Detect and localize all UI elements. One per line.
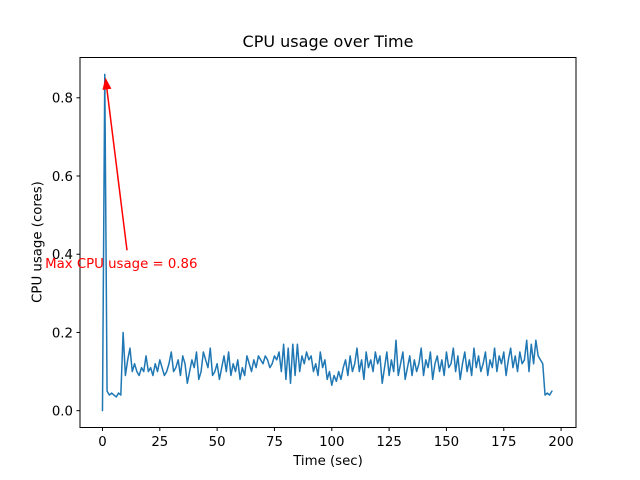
max-annotation-text: Max CPU usage = 0.86 (45, 256, 198, 272)
y-tick-label: 0.4 (52, 248, 73, 263)
cpu-usage-line (101, 73, 553, 412)
x-tick-label: 0 (98, 435, 106, 450)
y-tick-label: 0.0 (52, 404, 73, 419)
x-tick-label: 25 (151, 435, 168, 450)
x-axis-label: Time (sec) (293, 454, 363, 469)
y-axis-label: CPU usage (cores) (30, 181, 46, 303)
y-tick-label: 0.6 (52, 170, 73, 185)
annotation-arrow-head (102, 77, 112, 90)
x-tick-label: 75 (266, 435, 283, 450)
x-tick-label: 50 (209, 435, 226, 450)
y-tick-label: 0.8 (52, 92, 73, 107)
annotation-arrow-line (106, 88, 128, 251)
x-tick-label: 200 (548, 435, 573, 450)
chart-title: CPU usage over Time (242, 32, 414, 51)
x-tick-label: 125 (376, 435, 401, 450)
axes-box (79, 57, 577, 428)
y-tick-label: 0.2 (52, 326, 73, 341)
x-tick-label: 150 (434, 435, 459, 450)
x-tick-label: 175 (491, 435, 516, 450)
x-tick-label: 100 (319, 435, 344, 450)
